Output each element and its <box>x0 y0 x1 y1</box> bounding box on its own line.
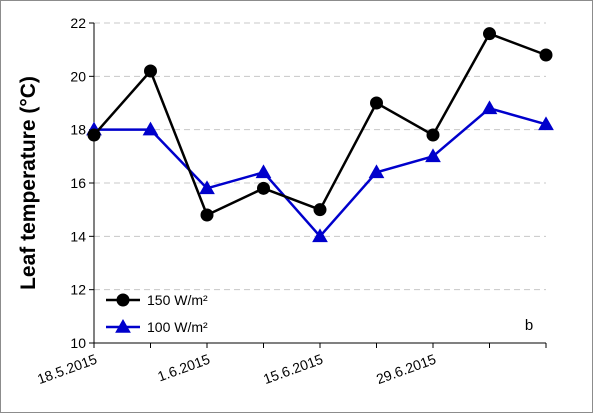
series-100-point-5 <box>368 164 385 179</box>
y-tick-label-18: 18 <box>70 122 86 138</box>
series-100-point-6 <box>425 148 441 163</box>
gridlines <box>94 22 546 291</box>
series-100-point-4 <box>312 228 328 243</box>
y-tick-label-20: 20 <box>70 68 86 84</box>
x-tick-label-1: 1.6.2015 <box>155 351 212 385</box>
series-150-line <box>93 32 547 217</box>
y-tick-label-14: 14 <box>70 228 86 244</box>
y-tick-label-22: 22 <box>70 15 86 31</box>
series-100-point-2 <box>199 180 215 195</box>
legend-item-100: 100 W/m² <box>106 318 208 335</box>
x-tick-label-0: 18.5.2015 <box>35 351 99 387</box>
series-150-point-5 <box>370 96 383 110</box>
panel-annotation: b <box>525 317 533 334</box>
legend-item-100-label: 100 W/m² <box>147 319 208 335</box>
series-150-point-3 <box>257 181 270 195</box>
legend: 150 W/m² 100 W/m² <box>106 292 208 335</box>
series-150-point-1 <box>144 64 157 78</box>
series-150-point-4 <box>313 203 327 217</box>
series-150-point-0 <box>87 128 101 142</box>
series-150-point-6 <box>426 128 440 142</box>
series-150-point-2 <box>200 208 214 222</box>
series-150-group <box>87 27 553 222</box>
series-100-point-3 <box>255 164 272 179</box>
x-tick-label-3: 29.6.2015 <box>374 351 438 387</box>
y-tick-label-16: 16 <box>70 175 86 191</box>
legend-item-100-marker <box>115 318 131 333</box>
y-axis-label: Leaf temperature (°C) <box>17 76 40 290</box>
series-100-group <box>86 100 554 243</box>
series-100-point-8 <box>538 116 554 131</box>
series <box>86 27 554 243</box>
series-100-line <box>94 107 547 238</box>
series-150-point-8 <box>539 48 553 62</box>
legend-item-150-marker <box>116 293 130 307</box>
x-tick-label-2: 15.6.2015 <box>261 351 325 387</box>
y-tick-label-10: 10 <box>70 335 86 351</box>
legend-item-150-label: 150 W/m² <box>147 292 208 308</box>
y-tick-label-12: 12 <box>70 282 86 298</box>
legend-item-150: 150 W/m² <box>106 292 208 308</box>
series-100-point-7 <box>481 100 498 115</box>
series-150-point-7 <box>483 27 496 41</box>
series-100-point-1 <box>142 121 159 136</box>
